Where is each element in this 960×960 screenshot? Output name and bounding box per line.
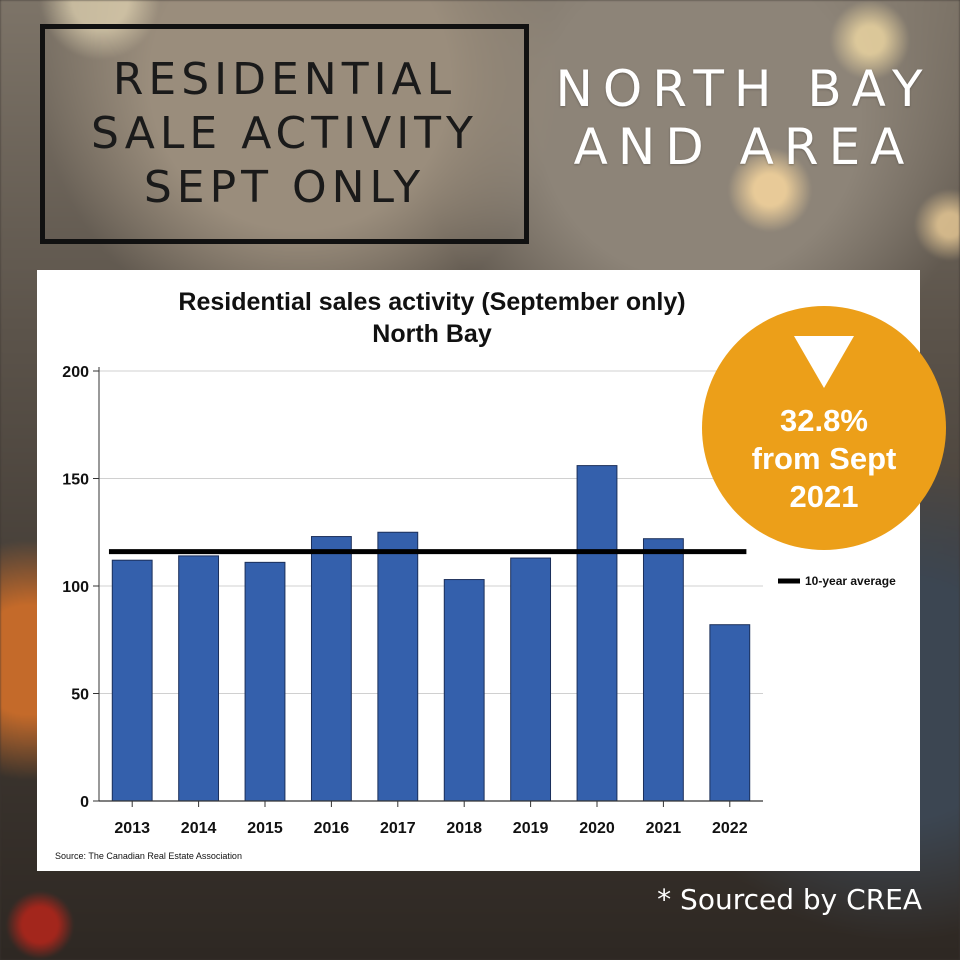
y-tick-label: 150 (62, 472, 89, 489)
chart-title: Residential sales activity (September on… (178, 288, 685, 316)
chart-subtitle: North Bay (372, 320, 492, 348)
chart-source: Source: The Canadian Real Estate Associa… (55, 851, 242, 861)
x-tick-label: 2021 (646, 820, 682, 837)
badge-line-1: 32.8% (780, 403, 868, 438)
x-tick-label: 2019 (513, 820, 549, 837)
x-tick-label: 2022 (712, 820, 748, 837)
y-tick-label: 200 (62, 364, 89, 381)
bar-2013 (111, 559, 153, 802)
bar-2020 (576, 465, 618, 802)
x-tick-label: 2018 (446, 820, 482, 837)
axes: 0 50 100 150 200 2013 2014 2015 2016 2017 2018 2019… (62, 364, 763, 837)
source-note: * Sourced by CREA (657, 883, 922, 916)
badge-line-2: from Sept (751, 441, 897, 476)
title-line-2: SALE ACTIVITY (91, 108, 478, 159)
bar-2022 (709, 624, 751, 802)
legend-label: 10-year average (805, 574, 896, 588)
y-tick-label: 50 (71, 687, 89, 704)
bars (111, 465, 751, 802)
bar-2016 (310, 536, 352, 802)
bar-chart: Residential sales activity (September on… (55, 288, 896, 861)
title-line-1: RESIDENTIAL (112, 54, 457, 105)
x-tick-label: 2015 (247, 820, 283, 837)
legend: 10-year average (778, 574, 896, 588)
title-box: RESIDENTIAL SALE ACTIVITY SEPT ONLY (40, 24, 529, 244)
badge-text: 32.8% from Sept 2021 (752, 402, 897, 516)
change-badge: 32.8% from Sept 2021 (702, 306, 946, 550)
x-tick-label: 2016 (314, 820, 350, 837)
area-title: NORTH BAY AND AREA (548, 60, 940, 176)
badge-line-3: 2021 (789, 479, 859, 514)
title-line-3: SEPT ONLY (143, 162, 426, 213)
bar-2015 (244, 561, 286, 802)
bar-2018 (443, 579, 485, 802)
x-tick-label: 2017 (380, 820, 416, 837)
y-tick-label: 100 (62, 579, 89, 596)
down-triangle-icon (794, 336, 854, 388)
y-tick-label: 0 (80, 794, 89, 811)
x-tick-label: 2014 (181, 820, 217, 837)
area-line-1: NORTH BAY (555, 60, 933, 118)
bar-2019 (510, 557, 552, 802)
area-line-2: AND AREA (573, 118, 915, 176)
bar-2014 (178, 555, 220, 802)
x-tick-label: 2020 (579, 820, 615, 837)
bar-2021 (642, 538, 684, 802)
x-tick-label: 2013 (114, 820, 150, 837)
bar-2017 (377, 531, 419, 802)
